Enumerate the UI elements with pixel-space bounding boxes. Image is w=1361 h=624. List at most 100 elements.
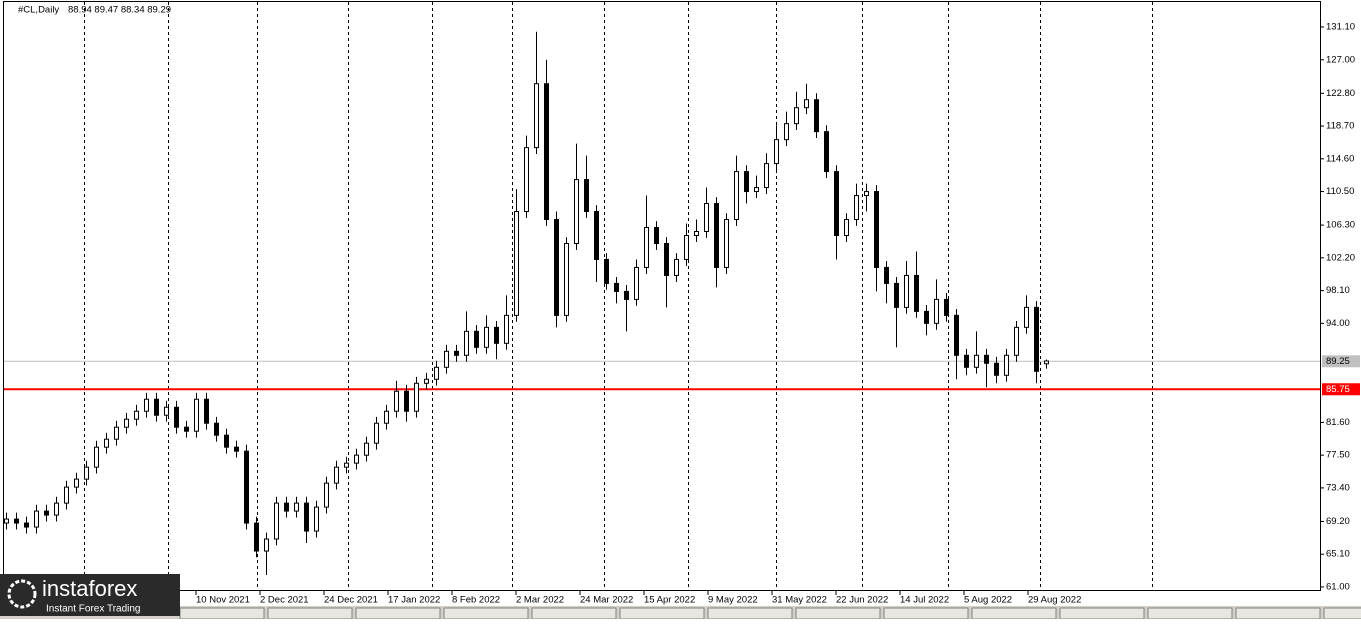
candle-body — [34, 510, 39, 528]
candle-body — [894, 282, 899, 308]
tab — [267, 607, 353, 620]
candle-body — [214, 422, 219, 436]
candle-body — [944, 298, 949, 316]
candle-body — [44, 510, 49, 516]
candle-body — [414, 382, 419, 412]
tab — [1323, 607, 1361, 620]
candle-body — [474, 330, 479, 348]
candle-body — [804, 99, 809, 109]
candle-body — [244, 450, 249, 524]
candle-body — [304, 502, 309, 532]
y-tick-label: 102.20 — [1326, 252, 1355, 263]
x-tick-label: 24 Dec 2021 — [324, 595, 378, 606]
candle-body — [1024, 306, 1029, 328]
y-tick-label: 118.70 — [1326, 121, 1354, 132]
plot-frame — [3, 1, 1321, 591]
candle-body — [744, 171, 749, 193]
price-line-tag — [1322, 355, 1360, 368]
x-tick-label: 29 Aug 2022 — [1028, 595, 1081, 606]
candle-body — [534, 83, 539, 149]
candle-body — [634, 266, 639, 300]
candle-body — [904, 274, 909, 308]
candle-body — [724, 219, 729, 268]
candle-body — [1044, 360, 1049, 365]
candle-body — [544, 83, 549, 221]
candle-body — [14, 518, 19, 524]
candle-body — [884, 266, 889, 284]
candle-body — [154, 398, 159, 416]
candle-body — [194, 398, 199, 432]
tab — [971, 607, 1057, 620]
candle-body — [74, 478, 79, 488]
candle-body — [174, 406, 179, 428]
y-tick-label: 69.20 — [1326, 516, 1350, 527]
y-tick-label: 98.10 — [1326, 285, 1350, 296]
candle-body — [734, 171, 739, 221]
candle-body — [654, 227, 659, 244]
period-separators — [84, 2, 1153, 590]
x-tick-label: 10 Nov 2021 — [196, 595, 250, 606]
candle-body — [494, 326, 499, 344]
y-tick-label: 77.50 — [1326, 450, 1350, 461]
candle-body — [424, 378, 429, 384]
support-line-label: 85.75 — [1326, 384, 1350, 395]
candle-body — [784, 123, 789, 141]
candle-body — [504, 314, 509, 344]
candle-body — [314, 506, 319, 532]
candle-body — [454, 350, 459, 356]
price-line-label: 89.25 — [1326, 356, 1350, 367]
candle-body — [764, 163, 769, 189]
candle-body — [294, 502, 299, 512]
candle-body — [264, 538, 269, 552]
candle-body — [364, 442, 369, 456]
candle-body — [934, 298, 939, 324]
candle-body — [434, 366, 439, 380]
x-tick-label: 2 Dec 2021 — [260, 595, 309, 606]
support-line-tag — [1322, 383, 1360, 396]
y-tick-label: 106.30 — [1326, 220, 1355, 231]
ohlc-text: 88.94 89.47 88.34 89.29 — [68, 5, 171, 16]
candle-body — [354, 454, 359, 464]
logo-icon — [7, 579, 37, 609]
y-tick-label: 73.40 — [1326, 482, 1350, 493]
candle-body — [644, 227, 649, 268]
candle-body — [184, 426, 189, 432]
candle-body — [114, 426, 119, 440]
candle-body — [404, 390, 409, 412]
candle-body — [754, 187, 759, 193]
tabs — [179, 607, 1361, 620]
candle-body — [824, 131, 829, 173]
candle-body — [384, 410, 389, 424]
y-tick-label: 114.60 — [1326, 153, 1354, 164]
candle-body — [574, 179, 579, 244]
candle-body — [954, 314, 959, 356]
x-tick-label: 17 Jan 2022 — [388, 595, 440, 606]
y-tick-label: 110.50 — [1326, 186, 1354, 197]
candle-body — [444, 350, 449, 368]
candle-body — [594, 211, 599, 260]
candle-body — [84, 466, 89, 480]
x-tick-label: 22 Jun 2022 — [836, 595, 888, 606]
y-tick-label: 81.60 — [1326, 417, 1350, 428]
candle-body — [134, 410, 139, 420]
logo-name: instaforex — [42, 576, 137, 601]
tab — [1059, 607, 1145, 620]
candle-body — [1034, 306, 1039, 372]
tab — [443, 607, 529, 620]
candle-body — [64, 486, 69, 504]
tab — [531, 607, 617, 620]
candle-body — [274, 502, 279, 540]
candle-body — [674, 258, 679, 276]
candle-body — [514, 211, 519, 316]
y-tick-label: 127.00 — [1326, 54, 1355, 65]
candle-body — [614, 282, 619, 292]
candle-body — [864, 191, 869, 197]
candle-body — [834, 171, 839, 236]
x-tick-label: 8 Feb 2022 — [452, 595, 500, 606]
candle-body — [224, 434, 229, 448]
candle-body — [604, 258, 609, 284]
candle-body — [924, 310, 929, 324]
candle-body — [974, 354, 979, 368]
